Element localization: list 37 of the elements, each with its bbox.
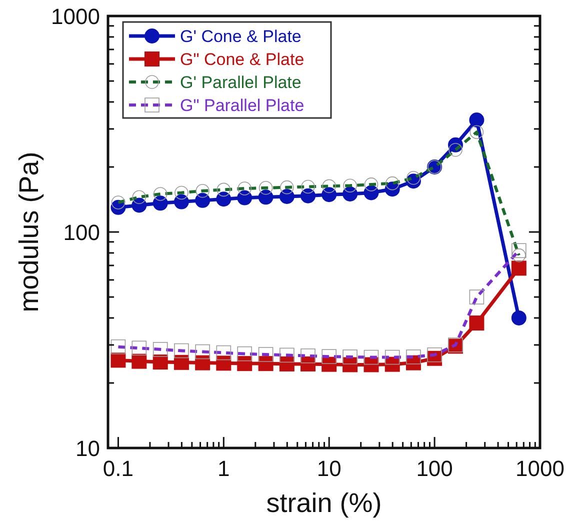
point (195, 355, 210, 370)
point (364, 185, 379, 200)
legend-label: G' Parallel Plate (180, 73, 302, 92)
legend-label: G" Parallel Plate (180, 96, 304, 115)
point (132, 354, 147, 369)
point (342, 186, 358, 202)
point (174, 194, 189, 210)
point (195, 192, 210, 208)
point (237, 190, 252, 206)
point (132, 198, 147, 213)
x-axis-title: strain (%) (266, 488, 382, 518)
y-tick-label: 1000 (51, 4, 100, 29)
point (216, 356, 232, 371)
y-tick-label: 100 (63, 220, 100, 245)
point (152, 196, 168, 211)
point (258, 356, 274, 372)
x-tick-label: 1000 (516, 456, 564, 481)
point (152, 354, 168, 370)
point (174, 354, 189, 370)
point (258, 190, 274, 205)
x-tick-label: 1 (218, 456, 230, 481)
point (469, 316, 484, 331)
point (216, 192, 232, 207)
y-axis-title: modulus (Pa) (14, 152, 44, 312)
point (237, 356, 252, 372)
x-tick-label: 10 (316, 456, 342, 481)
legend-label: G' Cone & Plate (180, 27, 302, 46)
x-tick-label: 100 (416, 456, 453, 481)
point (279, 189, 294, 204)
point (322, 187, 337, 202)
point (279, 356, 294, 372)
point (300, 188, 316, 204)
y-tick-label: 10 (76, 436, 100, 461)
x-tick-label: 0.1 (102, 456, 134, 481)
point (110, 352, 126, 368)
point (469, 112, 484, 128)
legend-label: G" Cone & Plate (180, 50, 304, 69)
